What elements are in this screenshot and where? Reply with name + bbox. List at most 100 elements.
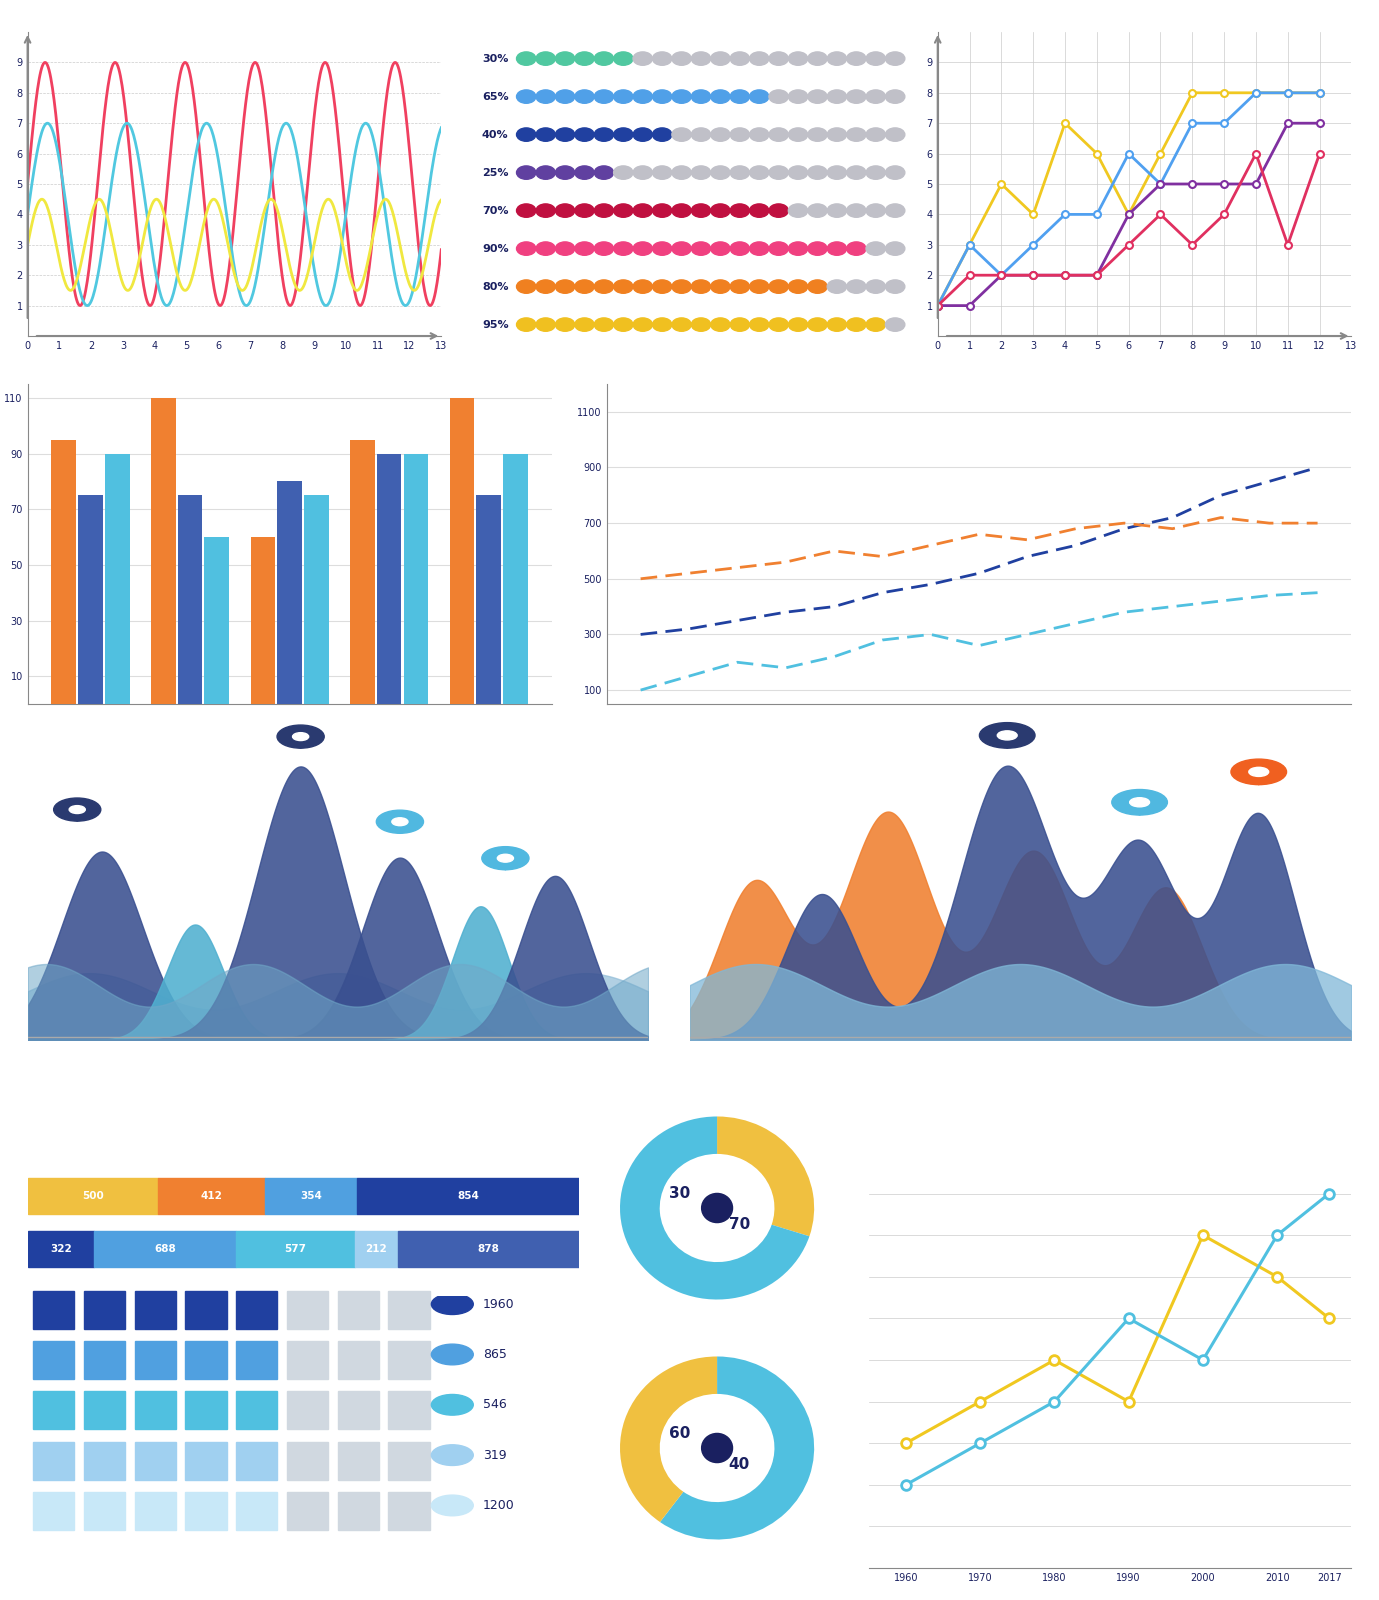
Text: 319: 319 [483, 1448, 506, 1462]
Circle shape [866, 280, 885, 293]
Circle shape [866, 203, 885, 218]
Circle shape [769, 242, 789, 256]
Bar [150, 398, 175, 704]
Circle shape [432, 1445, 473, 1466]
Bar [33, 1341, 74, 1379]
Polygon shape [65, 814, 90, 821]
Circle shape [789, 280, 808, 293]
Bar [389, 1491, 430, 1530]
Circle shape [750, 51, 769, 66]
Circle shape [614, 128, 633, 141]
Bar [185, 1442, 226, 1480]
Bar [357, 1178, 579, 1214]
Circle shape [594, 203, 614, 218]
Text: 70: 70 [728, 1218, 750, 1232]
Circle shape [808, 280, 827, 293]
Circle shape [710, 51, 729, 66]
Circle shape [808, 166, 827, 179]
Circle shape [866, 90, 885, 104]
Circle shape [432, 1344, 473, 1365]
Circle shape [710, 242, 729, 256]
Circle shape [54, 798, 101, 821]
Circle shape [672, 51, 691, 66]
Circle shape [847, 242, 866, 256]
Circle shape [866, 242, 885, 256]
Bar [28, 1230, 94, 1267]
Circle shape [1231, 758, 1287, 784]
Bar [33, 1442, 74, 1480]
Circle shape [633, 90, 652, 104]
Bar [204, 538, 229, 704]
Bar [287, 1291, 328, 1328]
Text: 322: 322 [50, 1243, 72, 1254]
Bar [503, 453, 528, 704]
Circle shape [556, 166, 575, 179]
Bar [84, 1291, 125, 1328]
Text: 878: 878 [477, 1243, 499, 1254]
Text: 40%: 40% [481, 130, 509, 139]
Circle shape [710, 128, 729, 141]
Circle shape [633, 166, 652, 179]
Circle shape [652, 90, 672, 104]
Text: 70%: 70% [483, 205, 509, 216]
Circle shape [702, 1434, 732, 1462]
Circle shape [517, 166, 536, 179]
Circle shape [536, 90, 556, 104]
Circle shape [614, 166, 633, 179]
Bar [287, 1341, 328, 1379]
Circle shape [827, 203, 847, 218]
Bar [338, 1341, 379, 1379]
Circle shape [575, 203, 594, 218]
Text: 865: 865 [483, 1347, 506, 1362]
Text: shutterstock: shutterstock [619, 1571, 760, 1589]
Circle shape [750, 203, 769, 218]
Circle shape [847, 318, 866, 331]
Bar [450, 398, 474, 704]
Text: 1200: 1200 [483, 1499, 514, 1512]
Bar [389, 1390, 430, 1429]
Bar [33, 1390, 74, 1429]
Text: 500: 500 [81, 1190, 103, 1202]
Circle shape [750, 242, 769, 256]
Bar [84, 1491, 125, 1530]
Circle shape [847, 166, 866, 179]
Circle shape [866, 318, 885, 331]
Circle shape [672, 166, 691, 179]
Bar [33, 1491, 74, 1530]
Circle shape [536, 128, 556, 141]
Circle shape [710, 280, 729, 293]
Circle shape [769, 128, 789, 141]
Circle shape [556, 242, 575, 256]
Circle shape [575, 128, 594, 141]
Circle shape [633, 280, 652, 293]
Circle shape [594, 318, 614, 331]
Circle shape [517, 90, 536, 104]
Circle shape [750, 280, 769, 293]
Circle shape [866, 128, 885, 141]
Circle shape [652, 280, 672, 293]
Circle shape [769, 166, 789, 179]
Circle shape [808, 90, 827, 104]
Bar [135, 1442, 177, 1480]
Circle shape [808, 242, 827, 256]
Circle shape [729, 203, 750, 218]
Circle shape [729, 90, 750, 104]
Circle shape [69, 806, 85, 813]
Bar [84, 1341, 125, 1379]
Bar [185, 1291, 226, 1328]
Circle shape [808, 318, 827, 331]
Circle shape [885, 203, 905, 218]
Wedge shape [621, 1357, 717, 1522]
Circle shape [517, 128, 536, 141]
Bar [277, 482, 302, 704]
Circle shape [432, 1494, 473, 1515]
Bar [338, 1390, 379, 1429]
Circle shape [536, 51, 556, 66]
Circle shape [769, 318, 789, 331]
Polygon shape [492, 864, 519, 870]
Circle shape [827, 318, 847, 331]
Wedge shape [717, 1117, 814, 1237]
Circle shape [789, 51, 808, 66]
Circle shape [292, 733, 309, 741]
Circle shape [691, 242, 710, 256]
